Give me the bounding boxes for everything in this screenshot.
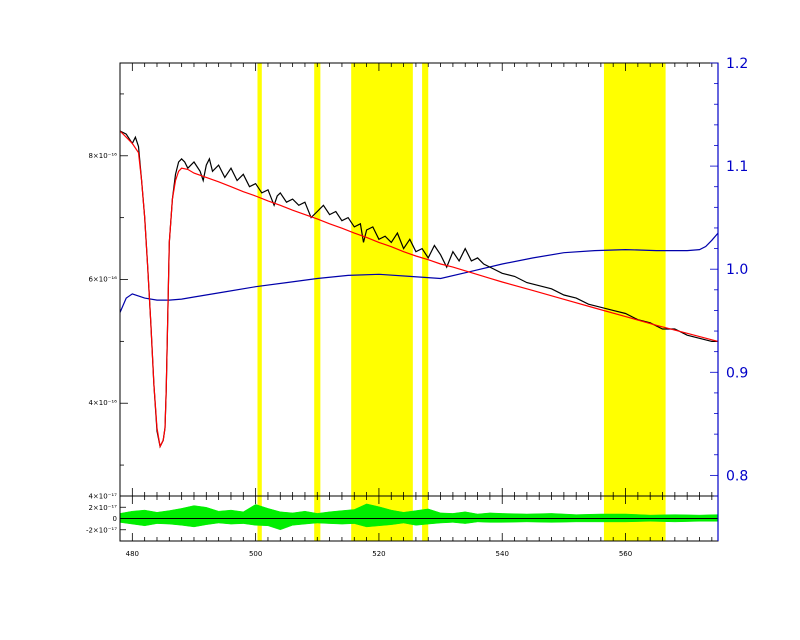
main-panel-lines <box>119 130 719 449</box>
residual-y-tick-label: -2×10⁻¹⁷ <box>86 526 117 534</box>
x-tick-label: 480 <box>126 550 139 558</box>
residual-y-tick-label: 4×10⁻¹⁷ <box>88 493 117 501</box>
x-tick-label: 500 <box>249 550 262 558</box>
x-tick-label: 540 <box>496 550 509 558</box>
tick-labels: 480 500 520 540 560 4×10⁻¹⁶ 6×10⁻¹⁶ 8×10⁻¹⁶ 0.8 0… <box>86 56 748 558</box>
x-tick-label: 520 <box>372 550 385 558</box>
mask-band-1 <box>314 63 321 541</box>
right-y-tick-label: 0.9 <box>726 365 748 381</box>
mask-band-0 <box>257 63 262 541</box>
right-y-tick-label: 1.1 <box>726 159 748 175</box>
main-y-tick-label: 8×10⁻¹⁶ <box>88 152 117 160</box>
main-y-tick-label: 6×10⁻¹⁶ <box>88 276 117 284</box>
continuum-line <box>119 232 719 313</box>
right-y-tick-label: 0.8 <box>726 468 748 484</box>
residual-y-tick-label: 0 <box>113 515 117 523</box>
model-spectrum-line <box>119 130 719 449</box>
axis-ticks <box>120 62 718 541</box>
right-y-tick-label: 1.2 <box>726 56 748 72</box>
residual-y-tick-label: 2×10⁻¹⁷ <box>88 504 117 512</box>
right-y-tick-label: 1.0 <box>726 262 748 278</box>
mask-regions <box>257 63 666 541</box>
mask-band-2 <box>351 63 413 541</box>
x-tick-label: 560 <box>619 550 632 558</box>
mask-band-4 <box>603 63 666 541</box>
mask-band-3 <box>422 63 429 541</box>
main-y-tick-label: 4×10⁻¹⁶ <box>88 399 117 407</box>
